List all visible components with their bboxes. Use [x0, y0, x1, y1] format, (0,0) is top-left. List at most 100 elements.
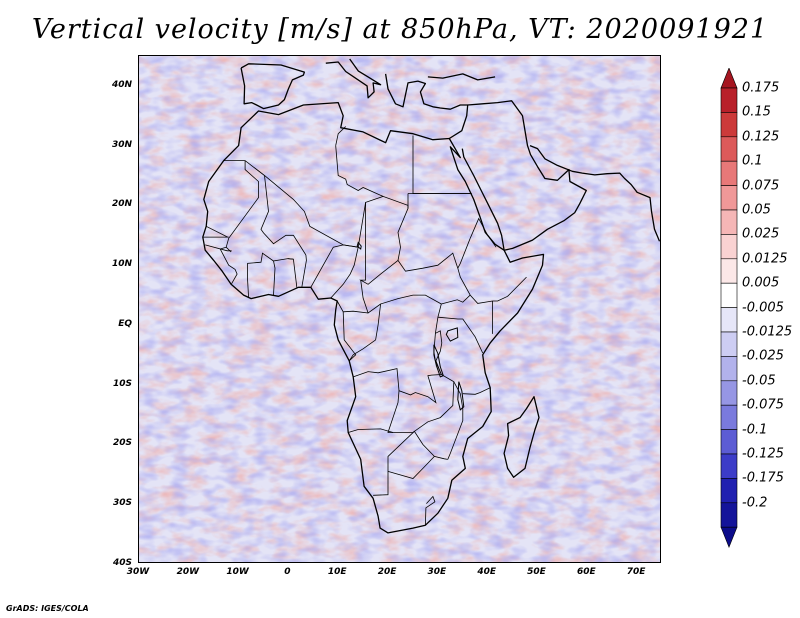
colorbar-swatch	[720, 209, 738, 235]
colorbar-label: -0.175	[742, 470, 784, 486]
longitude-label: 10E	[327, 567, 347, 577]
country-border	[348, 428, 394, 433]
colorbar-label: -0.125	[742, 446, 784, 462]
colorbar-label: 0.025	[742, 226, 780, 242]
colorbar-label: 0.075	[742, 178, 780, 194]
country-border	[301, 254, 307, 287]
country-border	[260, 175, 307, 256]
longitude-label: 40E	[477, 567, 496, 577]
country-border	[219, 246, 238, 284]
longitude-label: 30E	[427, 567, 447, 577]
latitude-label: 30S	[112, 498, 132, 509]
country-border	[206, 225, 228, 238]
longitude-label: 50E	[527, 567, 546, 577]
colorbar-label: 0.05	[742, 202, 771, 218]
country-border	[310, 244, 359, 299]
velocity-map[interactable]	[139, 56, 661, 563]
country-border	[223, 160, 409, 248]
country-border	[457, 238, 471, 269]
colorbar-swatch	[720, 478, 738, 504]
lake-outline	[433, 344, 444, 378]
colorbar-label: -0.05	[742, 373, 776, 389]
country-border	[342, 311, 357, 362]
colorbar-min-arrow	[720, 526, 738, 549]
country-border	[335, 126, 346, 146]
balkans-turkey-coastline	[384, 73, 468, 110]
colorbar-label: 0.005	[742, 275, 780, 291]
country-border	[397, 193, 527, 304]
iran-coastline	[529, 144, 660, 242]
africa-coastline	[202, 101, 545, 534]
colorbar-label: -0.075	[742, 397, 784, 413]
country-border	[336, 300, 369, 314]
map-panel[interactable]	[138, 55, 661, 563]
map-boundaries	[202, 58, 660, 534]
colorbar-swatch	[720, 282, 738, 308]
longitude-label: 10W	[226, 567, 249, 577]
lake-outline	[445, 327, 459, 342]
colorbar	[720, 68, 738, 549]
arabia-coastline	[448, 100, 587, 251]
longitude-label: 60E	[576, 567, 596, 577]
country-border	[348, 303, 381, 362]
country-border	[435, 330, 464, 460]
colorbar-label: 0.125	[742, 129, 780, 145]
colorbar-swatch	[720, 185, 738, 211]
colorbar-swatch	[720, 234, 738, 260]
colorbar-label: -0.0125	[742, 324, 793, 340]
colorbar-swatch	[720, 160, 738, 186]
lake-outline	[457, 381, 465, 411]
country-border	[359, 202, 399, 285]
country-border	[353, 368, 400, 391]
madagascar-coastline	[503, 396, 540, 478]
colorbar-swatch	[720, 331, 738, 357]
country-border	[205, 244, 232, 252]
colorbar-label: -0.025	[742, 348, 784, 364]
country-border	[247, 252, 274, 299]
lake-outline	[356, 241, 362, 250]
iberia-coastline	[240, 63, 306, 110]
colorbar-label: -0.1	[742, 422, 768, 438]
longitude-label: 70E	[626, 567, 646, 577]
longitude-label: 20E	[377, 567, 397, 577]
longitude-label: 20W	[176, 567, 200, 577]
country-border	[469, 217, 497, 248]
credit-text: GrADS: IGES/COLA	[6, 604, 89, 613]
colorbar-label: -0.2	[742, 495, 768, 511]
colorbar-swatch	[720, 380, 738, 406]
latitude-label: 40S	[112, 558, 132, 568]
colorbar-label: 0.175	[742, 80, 780, 96]
colorbar-label: 0.0125	[742, 251, 788, 267]
colorbar-swatch	[720, 404, 738, 430]
country-border	[425, 495, 436, 526]
colorbar-swatch	[720, 258, 738, 284]
colorbar-swatch	[720, 87, 738, 113]
country-border	[335, 145, 384, 197]
colorbar-swatch	[720, 112, 738, 138]
longitude-label: 30W	[126, 567, 150, 577]
country-border	[437, 316, 484, 354]
black-sea-coastline	[427, 73, 496, 81]
country-border	[462, 372, 491, 395]
colorbar-label: -0.005	[742, 300, 784, 316]
colorbar-swatch	[720, 429, 738, 455]
colorbar-max-arrow	[720, 68, 738, 89]
colorbar-swatch	[720, 307, 738, 333]
colorbar-label: 0.1	[742, 153, 763, 169]
colorbar-swatch	[720, 136, 738, 162]
colorbar-swatch	[720, 502, 738, 528]
italy-coastline	[325, 58, 382, 99]
country-border	[441, 294, 471, 305]
longitude-label: 0	[284, 567, 291, 577]
colorbar-swatch	[720, 453, 738, 479]
latitude-label: 20N	[111, 199, 132, 210]
country-border	[387, 456, 435, 479]
latitude-label: 30N	[111, 139, 132, 150]
latitude-label: 40N	[111, 79, 132, 90]
latitude-label: 20S	[112, 438, 132, 449]
colorbar-label: 0.15	[742, 104, 771, 120]
colorbar-swatch	[720, 356, 738, 382]
latitude-label: EQ	[118, 318, 132, 329]
latitude-label: 10S	[112, 378, 132, 389]
field-blue-texture	[139, 56, 660, 562]
